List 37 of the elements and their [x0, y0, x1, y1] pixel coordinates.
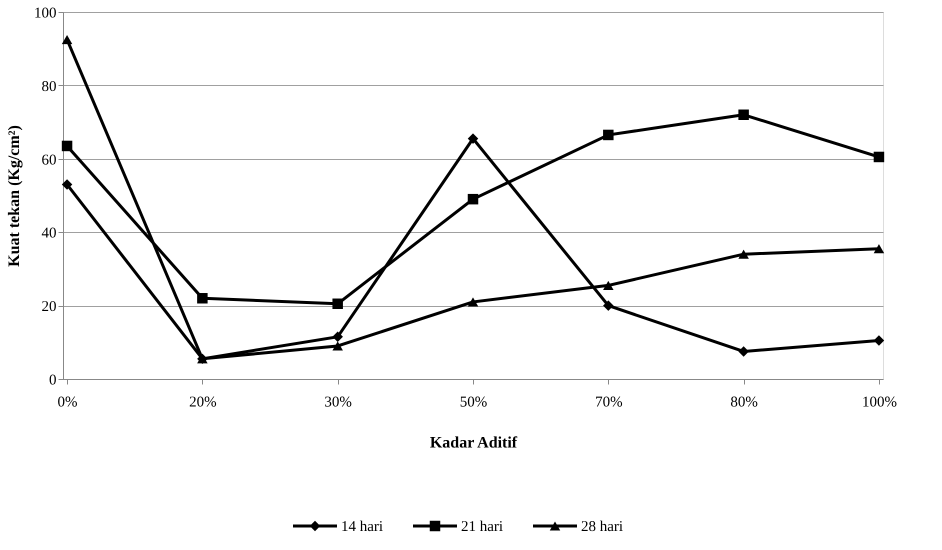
y-tick-label: 100	[34, 6, 56, 22]
point	[332, 298, 343, 310]
point	[603, 130, 614, 140]
point	[603, 280, 614, 290]
point	[738, 110, 749, 120]
point	[332, 332, 343, 342]
point	[603, 300, 614, 311]
y-tick-label: 40	[42, 226, 56, 242]
point	[197, 293, 208, 304]
point	[468, 297, 478, 306]
point	[874, 244, 884, 254]
point	[738, 346, 749, 357]
y-axis-title: Kuat tekan (Kg/cm²)	[6, 125, 23, 267]
y-tick-label: 60	[42, 152, 56, 168]
point	[468, 194, 478, 204]
x-tick-label: 80%	[730, 394, 758, 410]
x-tick-label: 0%	[58, 394, 78, 410]
x-tick-label: 70%	[595, 394, 623, 410]
y-tick-label: 80	[42, 78, 56, 95]
legend-label: 14 hari	[341, 519, 384, 535]
point	[738, 250, 749, 259]
point	[62, 34, 72, 44]
legend-label: 21 hari	[461, 519, 504, 535]
point	[874, 335, 884, 346]
point	[332, 341, 343, 351]
x-tick-label: 100%	[862, 394, 897, 410]
x-tick-label: 20%	[189, 394, 217, 410]
x-axis-title: Kadar Aditif	[430, 434, 518, 452]
legend-label: 28 hari	[581, 519, 624, 535]
x-tick-label: 50%	[460, 394, 488, 410]
y-tick-label: 20	[42, 299, 56, 316]
point	[874, 152, 884, 162]
point	[468, 133, 478, 144]
point	[62, 140, 72, 152]
x-tick-label: 30%	[324, 394, 352, 410]
y-tick-label: 0	[49, 372, 56, 388]
point	[62, 179, 72, 190]
